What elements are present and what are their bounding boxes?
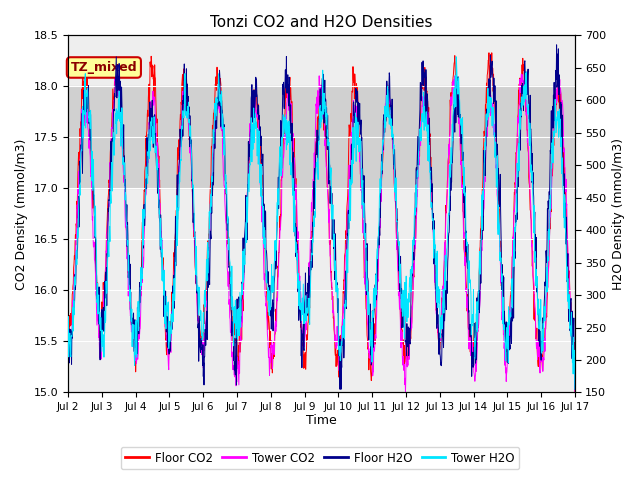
Y-axis label: CO2 Density (mmol/m3): CO2 Density (mmol/m3) [15, 138, 28, 289]
Bar [68, 86, 575, 189]
Title: Tonzi CO2 and H2O Densities: Tonzi CO2 and H2O Densities [210, 15, 433, 30]
Y-axis label: H2O Density (mmol/m3): H2O Density (mmol/m3) [612, 138, 625, 290]
Text: TZ_mixed: TZ_mixed [70, 61, 137, 74]
Legend: Floor CO2, Tower CO2, Floor H2O, Tower H2O: Floor CO2, Tower CO2, Floor H2O, Tower H… [120, 447, 520, 469]
X-axis label: Time: Time [306, 414, 337, 427]
